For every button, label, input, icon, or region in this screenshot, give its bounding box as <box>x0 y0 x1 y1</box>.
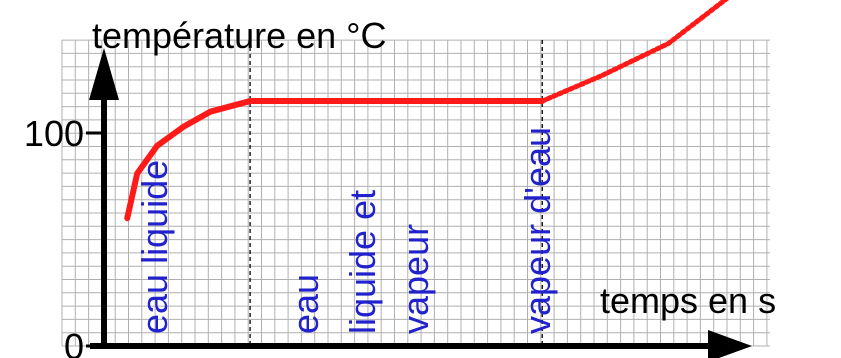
y-ticks: 0 100 <box>24 113 104 358</box>
series <box>124 0 730 222</box>
region-label: vapeur d'eau <box>517 127 558 334</box>
region-label: liquide et <box>342 190 383 334</box>
x-axis-label: temps en s <box>600 280 776 321</box>
region-labels: eau liquide eau liquide et vapeur vapeur d'e… <box>134 127 558 334</box>
region-label: vapeur <box>395 224 436 334</box>
temperature-curve-dashed <box>539 0 730 104</box>
axes <box>89 48 752 358</box>
y-tick-label: 100 <box>24 113 84 154</box>
region-label: eau liquide <box>134 160 175 334</box>
region-label: eau <box>285 274 326 334</box>
temperature-curve <box>124 98 546 222</box>
y-tick-label: 0 <box>64 326 84 358</box>
x-axis-arrow <box>708 330 752 358</box>
y-axis-arrow <box>89 48 119 100</box>
phase-boundaries <box>249 40 543 346</box>
grid <box>61 39 770 347</box>
y-axis-label: température en °C <box>92 15 387 56</box>
